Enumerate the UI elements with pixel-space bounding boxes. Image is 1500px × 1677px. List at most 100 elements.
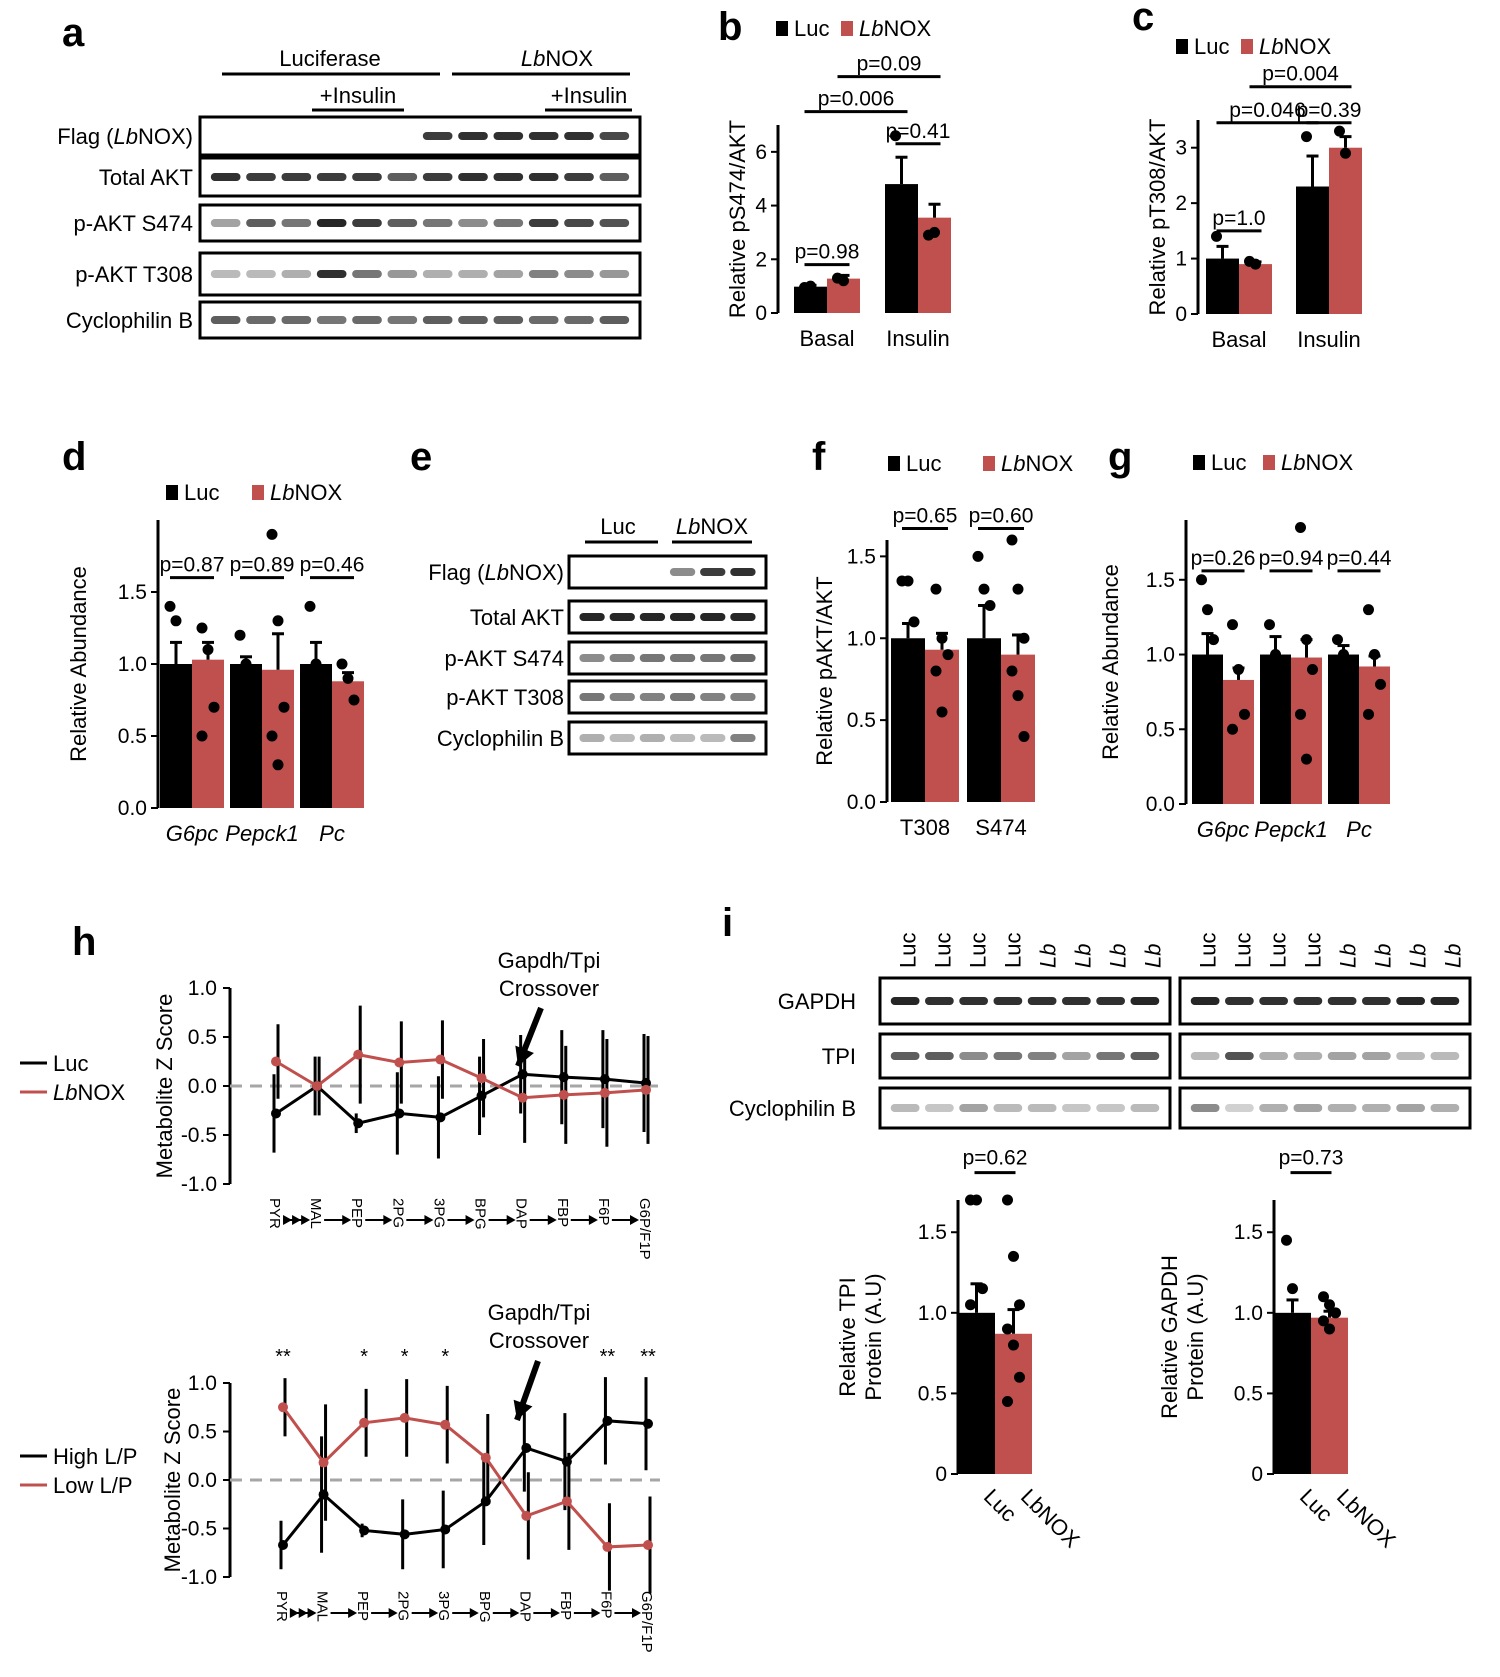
bar-Pepck1-Luc: [230, 664, 262, 808]
data-point: [310, 658, 322, 670]
blot-i-left-row-1-band: [959, 1052, 989, 1060]
legend-lbnox-rest: NOX: [1025, 451, 1073, 476]
lane-label: Luc: [1231, 933, 1256, 968]
data-point: [1233, 663, 1244, 675]
blot-i-left-row-2-band: [993, 1104, 1023, 1112]
y-tick-label: 1.5: [118, 581, 147, 604]
blot-a-row-1-band: [458, 173, 488, 181]
blot-e-row-0-band: [669, 568, 696, 576]
blot-i-left-row-0-band: [1027, 997, 1057, 1005]
data-point: [1270, 649, 1281, 661]
blot-i-right-row-1-band: [1293, 1052, 1323, 1060]
data-point: [1006, 534, 1018, 546]
series-point: [399, 1412, 410, 1423]
y-axis-label: Relative pAKT/AKT: [812, 576, 837, 766]
data-point: [971, 1323, 982, 1335]
series-point: [521, 1442, 532, 1453]
legend-lbnox-italic: Lb: [1259, 34, 1283, 59]
y-tick-label: 0: [1251, 1463, 1263, 1486]
data-point: [1012, 690, 1024, 702]
x-tick-label: LbNOX: [1016, 1484, 1085, 1553]
data-point: [208, 701, 220, 713]
blot-a-row-2-band: [281, 219, 312, 227]
p-value: p=0.046: [1229, 99, 1306, 122]
series-point: [353, 1049, 364, 1060]
p-value: p=0.62: [963, 1147, 1028, 1170]
data-point: [1340, 147, 1351, 159]
bar-Basal-LbNOX: [1239, 264, 1272, 314]
blot-a-row-1-band: [528, 173, 559, 181]
blot-a-row-2-band: [422, 219, 453, 227]
arrow-icon: [630, 1215, 639, 1225]
p-value: p=0.46: [300, 554, 365, 577]
blot-e-row-2-band: [639, 654, 666, 662]
chart-i-tpi: 0 0.5 1.0 1.5 Relative TPI Protein (A.U) LucLb…: [835, 1147, 1085, 1553]
arrow-icon: [591, 1608, 601, 1618]
x-tick-label: PEP: [354, 1591, 371, 1621]
series-point: [440, 1524, 451, 1535]
y-tick-label: 0.5: [1234, 1382, 1263, 1405]
data-point: [316, 687, 328, 699]
data-point: [1002, 1323, 1013, 1335]
data-point: [942, 649, 954, 661]
data-point: [1217, 275, 1228, 287]
blot-a-row-1-band: [599, 173, 630, 181]
insulin-label-left: +Insulin: [320, 83, 396, 108]
blot-i-right-row-2-band: [1361, 1104, 1391, 1112]
blot-a-row-2-band: [528, 219, 559, 227]
legend-lbnox-label: LbNOX: [859, 16, 931, 41]
arrow-icon: [506, 1215, 516, 1225]
blot-i-left-row-1-band: [1061, 1052, 1091, 1060]
blot-a-row-3-band: [493, 270, 524, 278]
series-point: [318, 1457, 329, 1468]
blot-a-row-0-band: [599, 132, 630, 140]
data-point: [1307, 203, 1318, 215]
significance-star: *: [360, 1346, 368, 1368]
blot-a-row-2-band: [387, 219, 418, 227]
blot-a-row-3-band: [458, 270, 488, 278]
data-point: [170, 615, 182, 627]
x-tick-label: Pc: [1346, 817, 1372, 842]
x-tick-label: S474: [975, 815, 1026, 840]
blot-a-row-4-band: [528, 316, 559, 324]
blot-i-left-row-2-band: [924, 1104, 954, 1112]
blot-a-row-2-band: [599, 219, 630, 227]
blot-e-row-2-band: [669, 654, 696, 662]
blot-e-row-3-band: [609, 693, 635, 701]
data-point: [1375, 678, 1386, 690]
data-point: [1363, 708, 1374, 720]
blot-a-label-0-text2: NOX): [138, 124, 193, 149]
y-axis-label: Relative pS474/AKT: [725, 120, 750, 318]
lane-label: Luc: [931, 933, 956, 968]
data-point: [1287, 1283, 1298, 1295]
data-point: [1324, 1299, 1335, 1311]
legend-label-rest: NOX: [77, 1080, 125, 1105]
arrow-icon: [348, 1608, 358, 1618]
bar-Pc-Luc: [1328, 654, 1359, 804]
x-tick-label: MAL: [314, 1591, 331, 1622]
x-tick-label: G6P/F1P: [636, 1198, 653, 1260]
lane-label: Luc: [1001, 933, 1026, 968]
bar-G6pc-LbNOX: [192, 659, 224, 808]
legend-luc-label: Luc: [1194, 34, 1229, 59]
lane-label: Lb: [1036, 944, 1061, 968]
lane-label: Lb: [1406, 944, 1431, 968]
series-point: [643, 1539, 653, 1550]
blot-i-right-row-0-band: [1293, 997, 1323, 1005]
panel-label-e: e: [410, 435, 432, 479]
data-point: [902, 575, 914, 587]
blot-e-row-2-band: [730, 654, 756, 662]
y-tick-label: -1.0: [181, 1173, 217, 1196]
blot-a-row-2-band: [564, 219, 594, 227]
series-point: [643, 1418, 653, 1429]
data-point: [984, 600, 996, 611]
significance-star: **: [600, 1346, 616, 1368]
blot-i-right-row-2-band: [1396, 1104, 1426, 1112]
x-tick-label: Pepck1: [1254, 817, 1327, 842]
series-line-LbNOX: [275, 1053, 647, 1100]
data-point: [936, 706, 948, 718]
lane-label: Lb: [1106, 944, 1131, 968]
series-point: [521, 1510, 532, 1521]
y-tick-label: 0.5: [1146, 718, 1175, 741]
data-point: [1264, 619, 1275, 631]
